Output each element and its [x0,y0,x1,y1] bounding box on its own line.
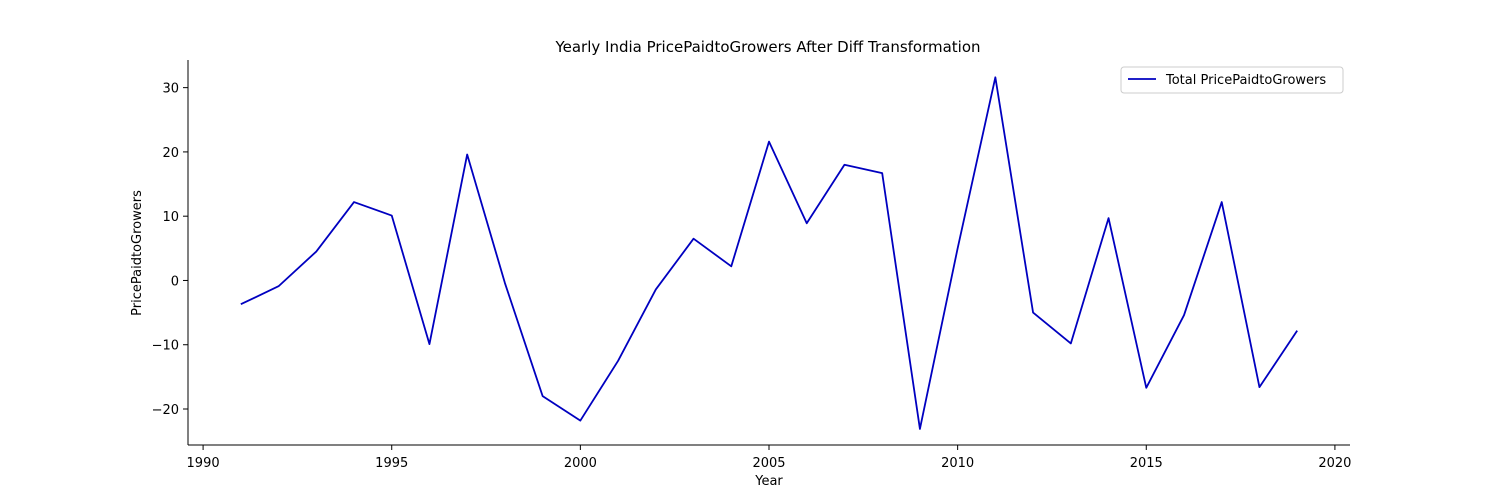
y-axis-ticks: −20 −10 0 10 20 30 [152,82,188,418]
legend-box [1120,66,1344,94]
y-tick-label: −20 [152,403,179,418]
series-layer [240,76,1298,430]
chart-title: Yearly India PricePaidtoGrowers After Di… [554,38,980,56]
y-tick-label: 30 [162,82,179,97]
y-tick-label: 10 [162,210,179,225]
x-tick-label: 2020 [1318,456,1351,471]
x-tick-label: 2005 [752,456,785,471]
x-axis-label: Year [754,474,783,489]
legend: Total PricePaidtoGrowers [1120,66,1344,94]
x-tick-label: 2015 [1130,456,1163,471]
x-tick-label: 2000 [564,456,597,471]
series-line [240,76,1298,430]
x-tick-label: 1990 [187,456,220,471]
y-tick-label: 0 [171,274,179,289]
y-tick-label: 20 [162,146,179,161]
legend-entry-label: Total PricePaidtoGrowers [1165,73,1326,88]
y-axis-label: PricePaidtoGrowers [130,190,145,316]
x-tick-label: 1995 [375,456,408,471]
x-tick-label: 2010 [941,456,974,471]
x-axis-ticks: 1990 1995 2000 2005 2010 2015 2020 [187,445,1351,471]
y-tick-label: −10 [152,339,179,354]
